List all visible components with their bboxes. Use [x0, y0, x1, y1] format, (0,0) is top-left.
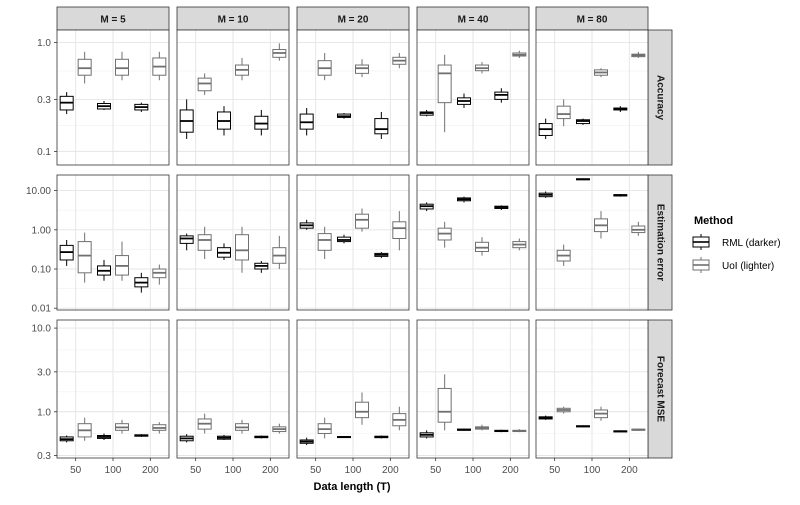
- x-tick-label: 100: [345, 465, 362, 476]
- box-iqr: [392, 221, 407, 239]
- box-iqr: [197, 77, 212, 92]
- panel-border: [416, 174, 530, 311]
- row-strip: [647, 174, 673, 311]
- row-strip-label: Estimation error: [654, 204, 665, 281]
- legend-label: RML (darker): [722, 238, 781, 249]
- y-tick-label: 10.00: [26, 186, 51, 197]
- panel-border: [176, 29, 290, 166]
- box-iqr: [77, 241, 92, 274]
- x-tick-label: 50: [70, 465, 82, 476]
- col-strip-label: M = 40: [458, 15, 489, 26]
- y-tick-label: 0.10: [32, 265, 52, 276]
- box-iqr: [355, 213, 369, 229]
- box-iqr: [317, 233, 332, 251]
- row-strip: [647, 319, 673, 459]
- box-iqr: [235, 234, 249, 261]
- panel-border: [56, 29, 170, 166]
- row-strip-label: Forecast MSE: [654, 356, 665, 422]
- y-tick-label: 3.0: [37, 367, 51, 378]
- box-iqr: [437, 64, 452, 104]
- x-tick-label: 100: [584, 465, 601, 476]
- legend-entries: RML (darker) UoI (lighter): [692, 234, 781, 273]
- legend-title: Method: [694, 215, 733, 227]
- y-tick-label: 1.0: [37, 407, 51, 418]
- x-tick-label: 100: [105, 465, 122, 476]
- box-iqr: [437, 387, 452, 423]
- row-strip-label: Accuracy: [654, 75, 665, 120]
- y-tick-label: 0.3: [37, 451, 51, 462]
- x-tick-label: 200: [262, 465, 279, 476]
- box-iqr: [197, 234, 212, 251]
- box-iqr: [355, 401, 369, 419]
- box-iqr: [355, 64, 369, 74]
- y-tick-label: 10.0: [32, 324, 52, 335]
- panel-border: [416, 29, 530, 166]
- col-strip-label: M = 80: [577, 15, 608, 26]
- box-iqr: [115, 58, 129, 76]
- x-tick-label: 100: [465, 465, 482, 476]
- panel-border: [296, 174, 410, 311]
- y-tick-label: 0.1: [37, 147, 51, 158]
- panels-layer: M = 5 M = 10 M = 20 M = 40 M = 80 Accuracy Est…: [26, 6, 673, 476]
- box-iqr: [556, 105, 571, 120]
- x-tick-label: 200: [502, 465, 519, 476]
- x-tick-label: 200: [142, 465, 159, 476]
- x-tick-label: 50: [430, 465, 442, 476]
- box-iqr: [77, 58, 92, 76]
- legend-label: UoI (lighter): [722, 261, 774, 272]
- panel-border: [535, 174, 649, 311]
- x-tick-label: 50: [310, 465, 322, 476]
- panel-border: [296, 29, 410, 166]
- y-tick-label: 1.00: [32, 225, 52, 236]
- x-axis-title: Data length (T): [314, 481, 391, 493]
- x-tick-label: 200: [382, 465, 399, 476]
- panel-border: [535, 29, 649, 166]
- panel-border: [176, 174, 290, 311]
- y-tick-label: 1.0: [37, 38, 51, 49]
- legend: Method RML (darker) UoI (lighter): [692, 215, 781, 273]
- x-tick-label: 200: [621, 465, 638, 476]
- box-iqr: [374, 118, 389, 135]
- box-iqr: [179, 235, 194, 244]
- col-strip-label: M = 5: [100, 15, 126, 26]
- x-tick-label: 50: [549, 465, 561, 476]
- x-tick-label: 100: [225, 465, 242, 476]
- x-tick-label: 50: [190, 465, 202, 476]
- col-strip-label: M = 20: [338, 15, 369, 26]
- col-strip-label: M = 10: [218, 15, 249, 26]
- y-tick-label: 0.01: [32, 304, 52, 315]
- y-tick-label: 0.3: [37, 95, 51, 106]
- panel-border: [56, 174, 170, 311]
